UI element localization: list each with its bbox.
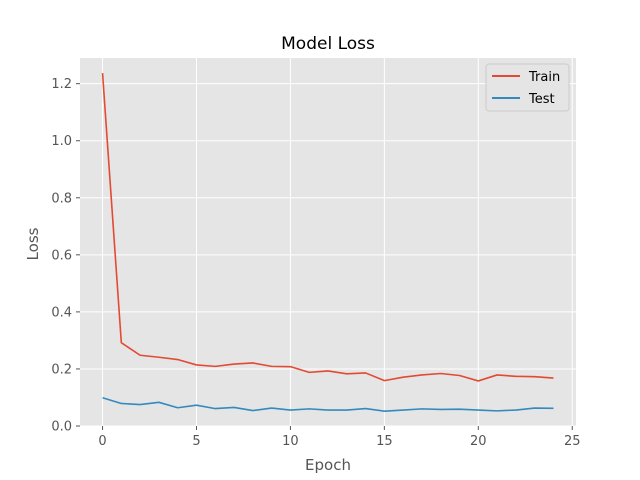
- y-tick-label: 0.0: [51, 420, 72, 435]
- y-tick-label: 0.8: [51, 191, 72, 206]
- x-tick-label: 25: [564, 434, 581, 449]
- y-tick-label: 0.6: [51, 248, 72, 263]
- x-tick-label: 5: [192, 434, 200, 449]
- x-tick-label: 20: [470, 434, 487, 449]
- y-axis-label: Loss: [24, 227, 42, 260]
- x-tick-label: 10: [282, 434, 299, 449]
- legend-label-test: Test: [528, 92, 555, 107]
- grid-lines: [80, 58, 576, 427]
- x-axis-ticks: 0 5 10 15 20 25: [98, 426, 581, 449]
- chart-title: Model Loss: [281, 34, 375, 54]
- series-lines: [101, 73, 554, 412]
- y-tick-label: 1.2: [51, 77, 72, 92]
- y-tick-label: 0.4: [51, 305, 72, 320]
- x-axis-label: Epoch: [305, 456, 351, 474]
- legend-label-train: Train: [528, 70, 560, 85]
- plot-area: [80, 58, 576, 426]
- x-tick-label: 0: [98, 434, 106, 449]
- series-line-train: [101, 73, 554, 382]
- y-tick-label: 1.0: [51, 134, 72, 149]
- series-line-test: [102, 396, 554, 412]
- legend: Train Test: [485, 63, 570, 112]
- y-tick-label: 0.2: [51, 362, 72, 377]
- y-axis-ticks: 0.0 0.2 0.4 0.6 0.8 1.0 1.2: [51, 77, 80, 435]
- x-tick-label: 15: [376, 434, 393, 449]
